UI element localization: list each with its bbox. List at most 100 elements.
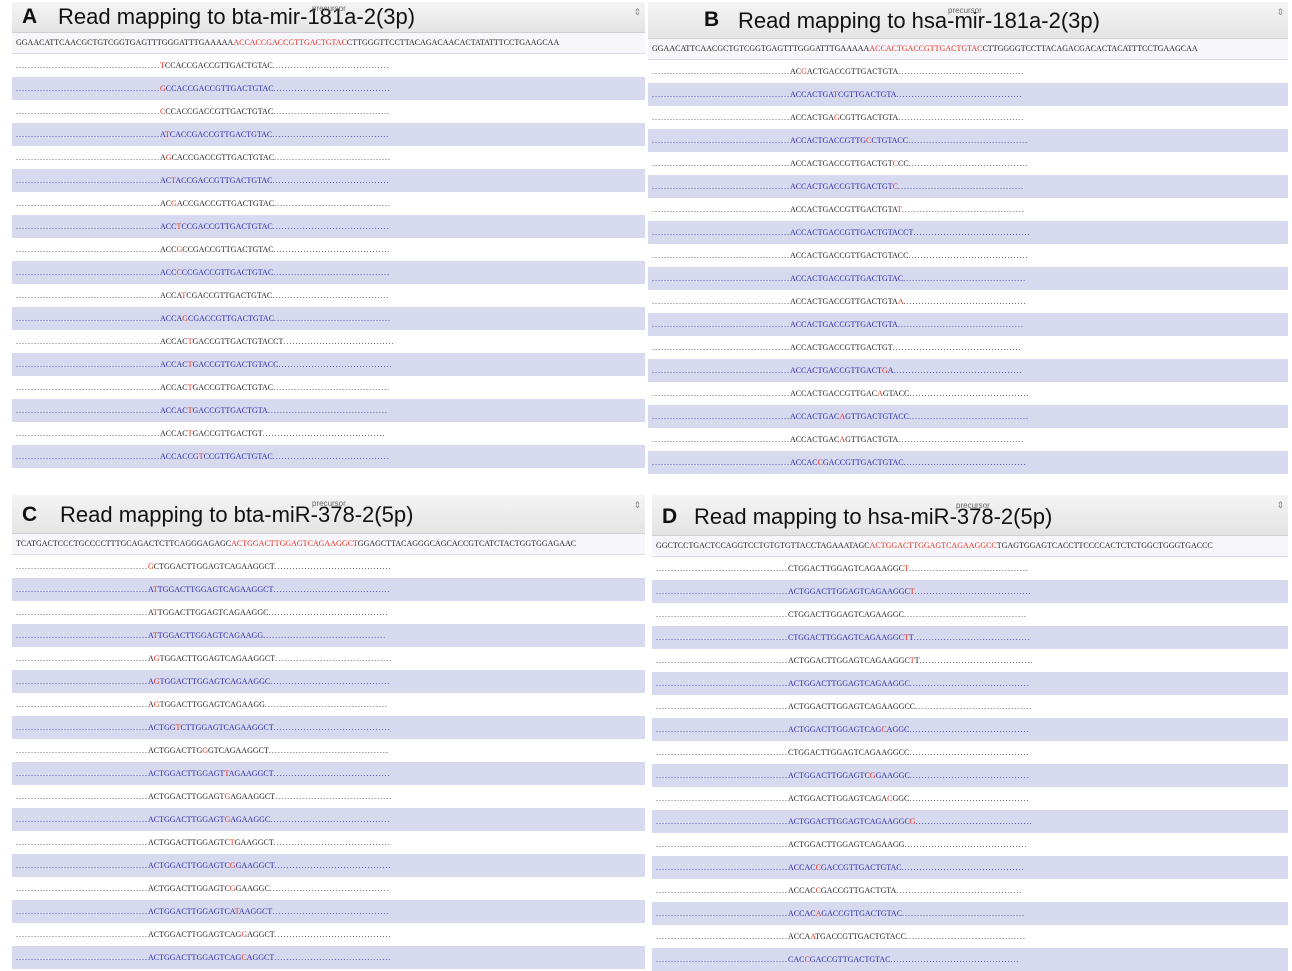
read-row: ........................................…: [12, 555, 645, 578]
trailing-dots: .......................................: [273, 723, 391, 732]
leading-dots: ........................................…: [16, 654, 148, 663]
read-sequence-tail: GAAGGCT: [235, 861, 275, 870]
read-row: ........................................…: [648, 60, 1288, 83]
leading-dots: ........................................…: [16, 884, 148, 893]
mismatch-base: T: [187, 337, 193, 346]
read-sequence-tail: GTTGACTGTACC: [845, 412, 909, 421]
read-sequence-tail: CGACCGTTGACTGTAC: [188, 314, 275, 323]
read-sequence: ACCACTGACCGTTGACTGTA: [790, 297, 898, 306]
leading-dots: ........................................…: [656, 863, 788, 872]
trailing-dots: .......................................: [272, 222, 390, 231]
read-sequence: ACCAC: [160, 383, 188, 392]
read-sequence-tail: T: [908, 633, 914, 642]
mismatch-base: T: [229, 838, 235, 847]
mismatch-base: A: [815, 909, 822, 918]
panel-b-header: B Read mapping to hsa-mir-181a-2(3p) pre…: [648, 2, 1288, 39]
read-sequence: ACCAC: [790, 458, 818, 467]
mismatch-base: C: [160, 107, 166, 116]
read-row: ........................................…: [12, 54, 645, 77]
mismatch-base: A: [810, 932, 816, 941]
read-row: ........................................…: [648, 428, 1288, 451]
panel-c-scroll-arrows-icon[interactable]: ⇕: [633, 501, 641, 511]
leading-dots: ........................................…: [652, 458, 790, 467]
mismatch-base: T: [224, 769, 229, 778]
read-row: ........................................…: [652, 626, 1288, 649]
read-row: ........................................…: [652, 925, 1288, 948]
read-row: ........................................…: [12, 307, 645, 330]
mismatch-base: G: [176, 245, 183, 254]
read-sequence: ACTGGACTTGGAGTCAGAAGGCC: [788, 702, 916, 711]
panel-b-reference: GGAACATTCAACGCTGTCGGTGAGTTTGGGATTTGAAAAA…: [648, 39, 1288, 60]
panel-d-reads: ........................................…: [652, 557, 1288, 971]
leading-dots: ........................................…: [656, 702, 788, 711]
mismatch-base: T: [909, 656, 915, 665]
trailing-dots: ........................................: [908, 412, 1029, 421]
read-sequence: ACTGGACTTGGAGTC: [148, 884, 230, 893]
mismatch-base: T: [833, 90, 839, 99]
read-row: ........................................…: [12, 100, 645, 123]
read-row: ........................................…: [12, 376, 645, 399]
read-row: ........................................…: [648, 451, 1288, 474]
read-row: ........................................…: [652, 580, 1288, 603]
panel-b-scroll-arrows-icon[interactable]: ⇕: [1276, 8, 1284, 18]
panel-a-title: Read mapping to bta-mir-181a-2(3p): [58, 4, 416, 29]
leading-dots: ........................................…: [652, 320, 790, 329]
read-sequence-tail: T: [914, 656, 920, 665]
read-row: ........................................…: [12, 353, 645, 376]
mismatch-base: T: [904, 564, 909, 573]
trailing-dots: .......................................: [274, 199, 392, 208]
panel-b-reads: ........................................…: [648, 60, 1288, 474]
mismatch-base: C: [815, 886, 821, 895]
mismatch-base: A: [877, 389, 883, 398]
leading-dots: ........................................…: [656, 633, 788, 642]
trailing-dots: ........................................…: [898, 113, 1025, 122]
mismatch-base: G: [202, 746, 208, 755]
trailing-dots: ........................................…: [904, 610, 1027, 619]
read-sequence: ACCACTGACCGTTGACTGT: [790, 159, 893, 168]
read-row: ........................................…: [648, 267, 1288, 290]
leading-dots: ........................................…: [16, 84, 160, 93]
mismatch-base: G: [182, 314, 189, 323]
trailing-dots: .......................................: [273, 585, 391, 594]
leading-dots: ........................................…: [656, 886, 788, 895]
read-sequence-tail: TGGACTTGGAGTCAGAAGG: [157, 631, 264, 640]
mismatch-base: G: [834, 113, 840, 122]
read-row: ........................................…: [12, 670, 645, 693]
mismatch-base: C: [881, 725, 887, 734]
read-row: ........................................…: [648, 290, 1288, 313]
mismatch-base: G: [153, 700, 160, 709]
trailing-dots: ........................................…: [904, 840, 1028, 849]
read-sequence: ACCACTGAC: [790, 412, 840, 421]
mismatch-base: T: [234, 907, 239, 916]
ref-mature: ACCACTGACCGTTGACTGTAC: [869, 44, 983, 53]
read-sequence-tail: ACCGACCGTTGACTGTAC: [176, 199, 275, 208]
leading-dots: ........................................…: [16, 953, 148, 962]
panel-a-scroll-arrows-icon[interactable]: ⇕: [633, 8, 641, 18]
mismatch-base: C: [804, 955, 810, 964]
panel-a-reference: GGAACATTCAACGCTGTCGGTGAGTTTGGGATTTGAAAAA…: [12, 33, 645, 54]
panel-d: D Read mapping to hsa-miR-378-2(5p) prec…: [652, 495, 1288, 971]
read-sequence-tail: ACTGACCGTTGACTGTA: [806, 67, 899, 76]
read-sequence: ACCA: [160, 314, 183, 323]
read-sequence-tail: AGAAGGCT: [228, 769, 274, 778]
panel-d-precursor-label: precursor: [956, 501, 990, 510]
read-sequence: ACCACCG: [160, 452, 199, 461]
leading-dots: ........................................…: [656, 840, 788, 849]
leading-dots: ........................................…: [652, 389, 790, 398]
read-sequence-tail: GGC: [892, 794, 910, 803]
read-sequence-tail: ACCGACCGTTGACTGTAC: [175, 176, 273, 185]
read-row: ........................................…: [12, 739, 645, 762]
leading-dots: ........................................…: [656, 587, 788, 596]
read-sequence-tail: TGGACTTGGAGTCAGAAGGC: [159, 677, 271, 686]
read-sequence: ACTGGACTTGGAGTCAGA: [788, 794, 888, 803]
panel-d-scroll-arrows-icon[interactable]: ⇕: [1276, 501, 1284, 511]
read-row: ........................................…: [12, 716, 645, 739]
read-sequence: A: [148, 700, 154, 709]
read-sequence-tail: CC: [898, 159, 909, 168]
read-sequence-tail: GACCGTTGACTGTAC: [192, 383, 274, 392]
trailing-dots: .......................................: [915, 702, 1033, 711]
mismatch-base: G: [229, 861, 236, 870]
read-sequence-tail: AAGGCT: [238, 907, 273, 916]
panel-c-reference: TCATGACTCCCTGCCCCTTTGCAGACTCTTCAGGGAGAGC…: [12, 534, 645, 555]
read-row: ........................................…: [12, 238, 645, 261]
